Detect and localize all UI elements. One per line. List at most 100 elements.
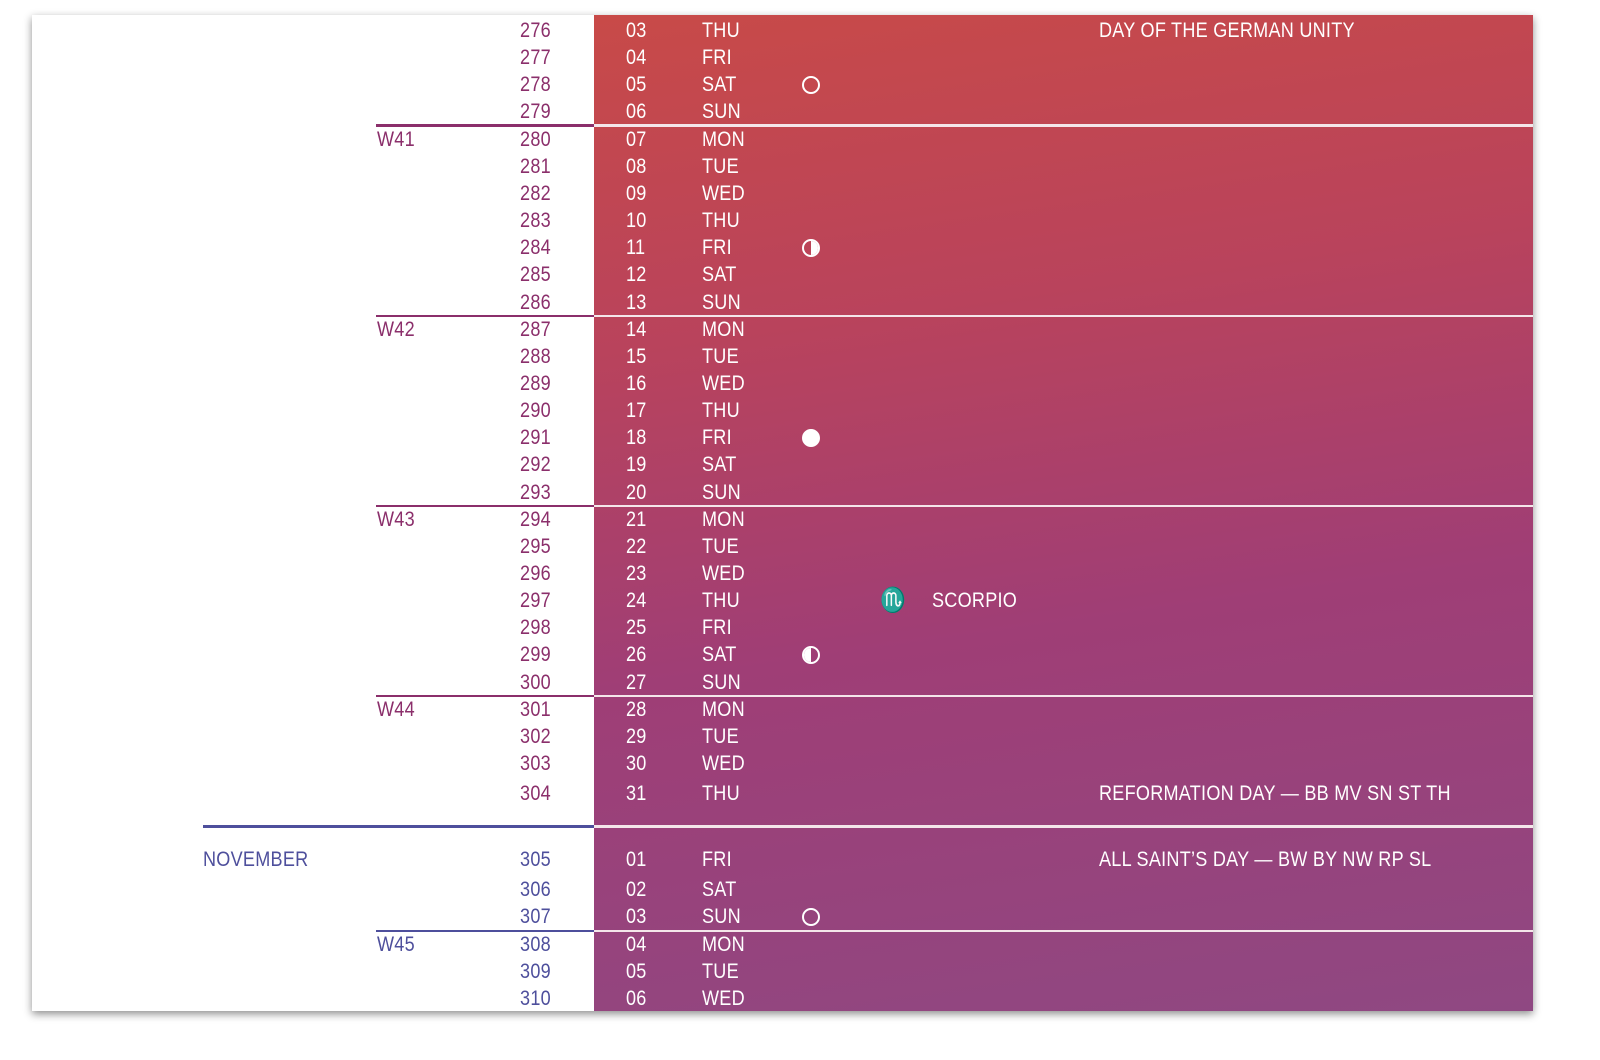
day-of-year: 301 [520,697,551,721]
day-of-year: 286 [520,290,551,314]
holiday-label: ALL SAINT’S DAY — BW BY NW RP SL [1099,848,1432,871]
week-divider [594,695,1533,697]
day-of-year: 294 [520,507,551,531]
day-number: 11 [626,236,646,260]
week-divider [376,315,594,317]
month-divider [594,825,1533,828]
day-number: 03 [626,905,647,928]
week-divider [376,930,594,932]
weekday: MON [702,697,745,721]
day-of-year: 291 [520,426,551,450]
day-number: 12 [626,263,647,287]
day-of-year: 295 [520,534,551,558]
weekday: FRI [702,46,732,70]
day-of-year: 300 [520,670,551,694]
day-number: 03 [626,19,647,42]
weekday: FRI [702,616,732,640]
week-label: W45 [377,933,415,956]
day-of-year: 304 [520,782,551,805]
day-number: 17 [626,399,647,423]
day-number: 21 [626,507,647,531]
day-of-year: 288 [520,344,551,368]
day-number: 19 [626,453,647,477]
day-number: 10 [626,209,647,233]
day-of-year: 277 [520,46,551,70]
day-number: 06 [626,987,647,1010]
day-number: 31 [626,782,647,805]
day-of-year: 280 [520,127,551,151]
weekday: THU [702,782,740,805]
day-number: 04 [626,46,647,70]
day-of-year: 299 [520,643,551,667]
weekday: WED [702,562,745,585]
weekday: SUN [702,905,741,928]
week-divider [376,125,594,127]
day-number: 30 [626,752,647,776]
weekday: TUE [702,344,739,368]
day-of-year: 279 [520,100,551,124]
day-of-year: 310 [520,987,551,1010]
weekday: TUE [702,724,739,748]
weekday: THU [702,589,740,613]
day-number: 05 [626,73,647,97]
day-of-year: 276 [520,19,551,42]
weekday: WED [702,752,745,776]
new-moon-icon [802,76,820,95]
weekday: FRI [702,848,732,871]
weekday: THU [702,399,740,423]
week-divider [594,125,1533,127]
day-of-year: 292 [520,453,551,477]
day-number: 16 [626,371,647,395]
first-quarter-icon [802,239,820,258]
day-of-year: 296 [520,562,551,585]
day-of-year: 305 [520,848,551,871]
weekday: SUN [702,100,741,124]
weekday: MON [702,317,745,341]
day-number: 18 [626,426,647,450]
weekday: SAT [702,878,737,901]
day-of-year: 290 [520,399,551,423]
weekday: SAT [702,453,737,477]
day-number: 08 [626,154,647,178]
day-number: 23 [626,562,647,585]
weekday: MON [702,507,745,531]
day-number: 02 [626,878,647,901]
day-of-year: 309 [520,960,551,983]
week-divider [376,505,594,507]
full-moon-icon [802,429,820,448]
weekday: FRI [702,236,732,260]
week-label: W43 [377,507,415,531]
day-of-year: 283 [520,209,551,233]
weekday: SAT [702,73,737,97]
day-of-year: 308 [520,933,551,956]
day-number: 22 [626,534,647,558]
scorpio-icon: ♏ [880,587,906,615]
weekday: FRI [702,426,732,450]
week-label: W42 [377,317,415,341]
weekday: THU [702,19,740,42]
day-of-year: 287 [520,317,551,341]
weekday: SAT [702,263,737,287]
day-number: 01 [626,848,647,871]
day-of-year: 293 [520,480,551,504]
weekday: TUE [702,534,739,558]
holiday-label: REFORMATION DAY — BB MV SN ST TH [1099,782,1451,805]
holiday-label: DAY OF THE GERMAN UNITY [1099,19,1355,42]
day-of-year: 284 [520,236,551,260]
last-quarter-icon [802,646,820,665]
weekday: WED [702,371,745,395]
weekday: WED [702,987,745,1010]
weekday: SUN [702,670,741,694]
week-divider [376,695,594,697]
day-number: 04 [626,933,647,956]
weekday: SAT [702,643,737,667]
day-of-year: 298 [520,616,551,640]
day-of-year: 306 [520,878,551,901]
weekday: THU [702,209,740,233]
week-divider [594,930,1533,932]
weekday: MON [702,933,745,956]
month-label: NOVEMBER [203,848,309,871]
day-band [594,15,1533,1011]
weekday: TUE [702,960,739,983]
day-number: 28 [626,697,647,721]
